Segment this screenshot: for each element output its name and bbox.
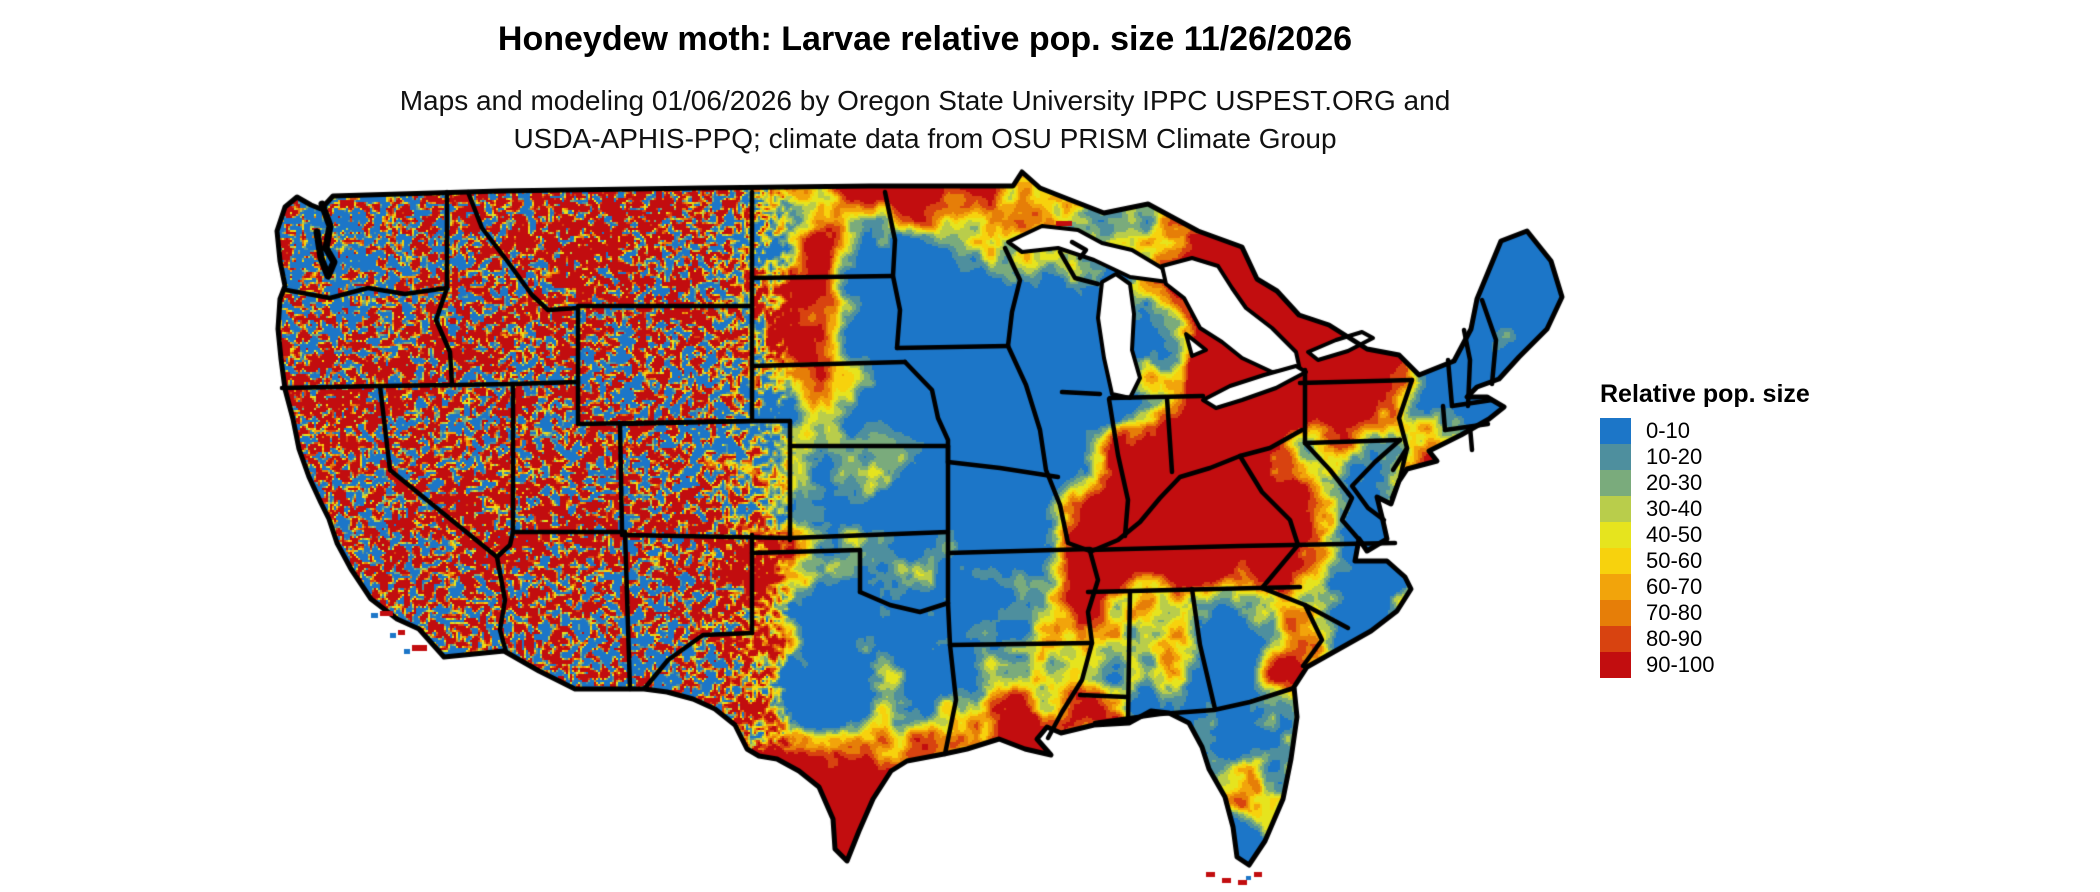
legend-label: 40-50: [1646, 522, 1703, 547]
legend-item: 90-100: [1600, 652, 1810, 678]
legend-item: 10-20: [1600, 444, 1810, 470]
legend: Relative pop. size 0-10 10-20 20-30 30-40 40…: [1600, 380, 1810, 678]
legend-item: 60-70: [1600, 574, 1810, 600]
legend-label: 50-60: [1646, 548, 1703, 573]
legend-swatch-50-60: [1600, 548, 1631, 574]
legend-label: 70-80: [1646, 600, 1703, 625]
legend-item: 50-60: [1600, 548, 1810, 574]
legend-swatch-30-40: [1600, 496, 1631, 522]
legend-swatch-0-10: [1600, 418, 1631, 444]
page-title: Honeydew moth: Larvae relative pop. size…: [497, 20, 1353, 58]
legend-swatch-60-70: [1600, 574, 1631, 600]
legend-item: 70-80: [1600, 600, 1810, 626]
legend-label: 60-70: [1646, 574, 1703, 599]
legend-item: 20-30: [1600, 470, 1810, 496]
legend-label: 10-20: [1646, 444, 1703, 469]
legend-rows: 0-10 10-20 20-30 30-40 40-50 50-60 60-70 70-80 8…: [1600, 418, 1810, 678]
subtitle-line-1: Maps and modeling 01/06/2026 by Oregon S…: [399, 85, 1451, 116]
legend-item: 0-10: [1600, 418, 1810, 444]
legend-swatch-40-50: [1600, 522, 1631, 548]
legend-title: Relative pop. size: [1600, 380, 1810, 408]
legend-label: 80-90: [1646, 626, 1703, 651]
legend-label: 30-40: [1646, 496, 1703, 521]
legend-item: 40-50: [1600, 522, 1810, 548]
legend-label: 20-30: [1646, 470, 1703, 495]
legend-label: 0-10: [1646, 418, 1691, 443]
legend-swatch-90-100: [1600, 652, 1631, 678]
legend-label: 90-100: [1646, 652, 1715, 677]
legend-item: 30-40: [1600, 496, 1810, 522]
us-choropleth-map: [198, 116, 1582, 892]
legend-swatch-10-20: [1600, 444, 1631, 470]
legend-item: 80-90: [1600, 626, 1810, 652]
legend-swatch-80-90: [1600, 626, 1631, 652]
legend-swatch-20-30: [1600, 470, 1631, 496]
legend-swatch-70-80: [1600, 600, 1631, 626]
